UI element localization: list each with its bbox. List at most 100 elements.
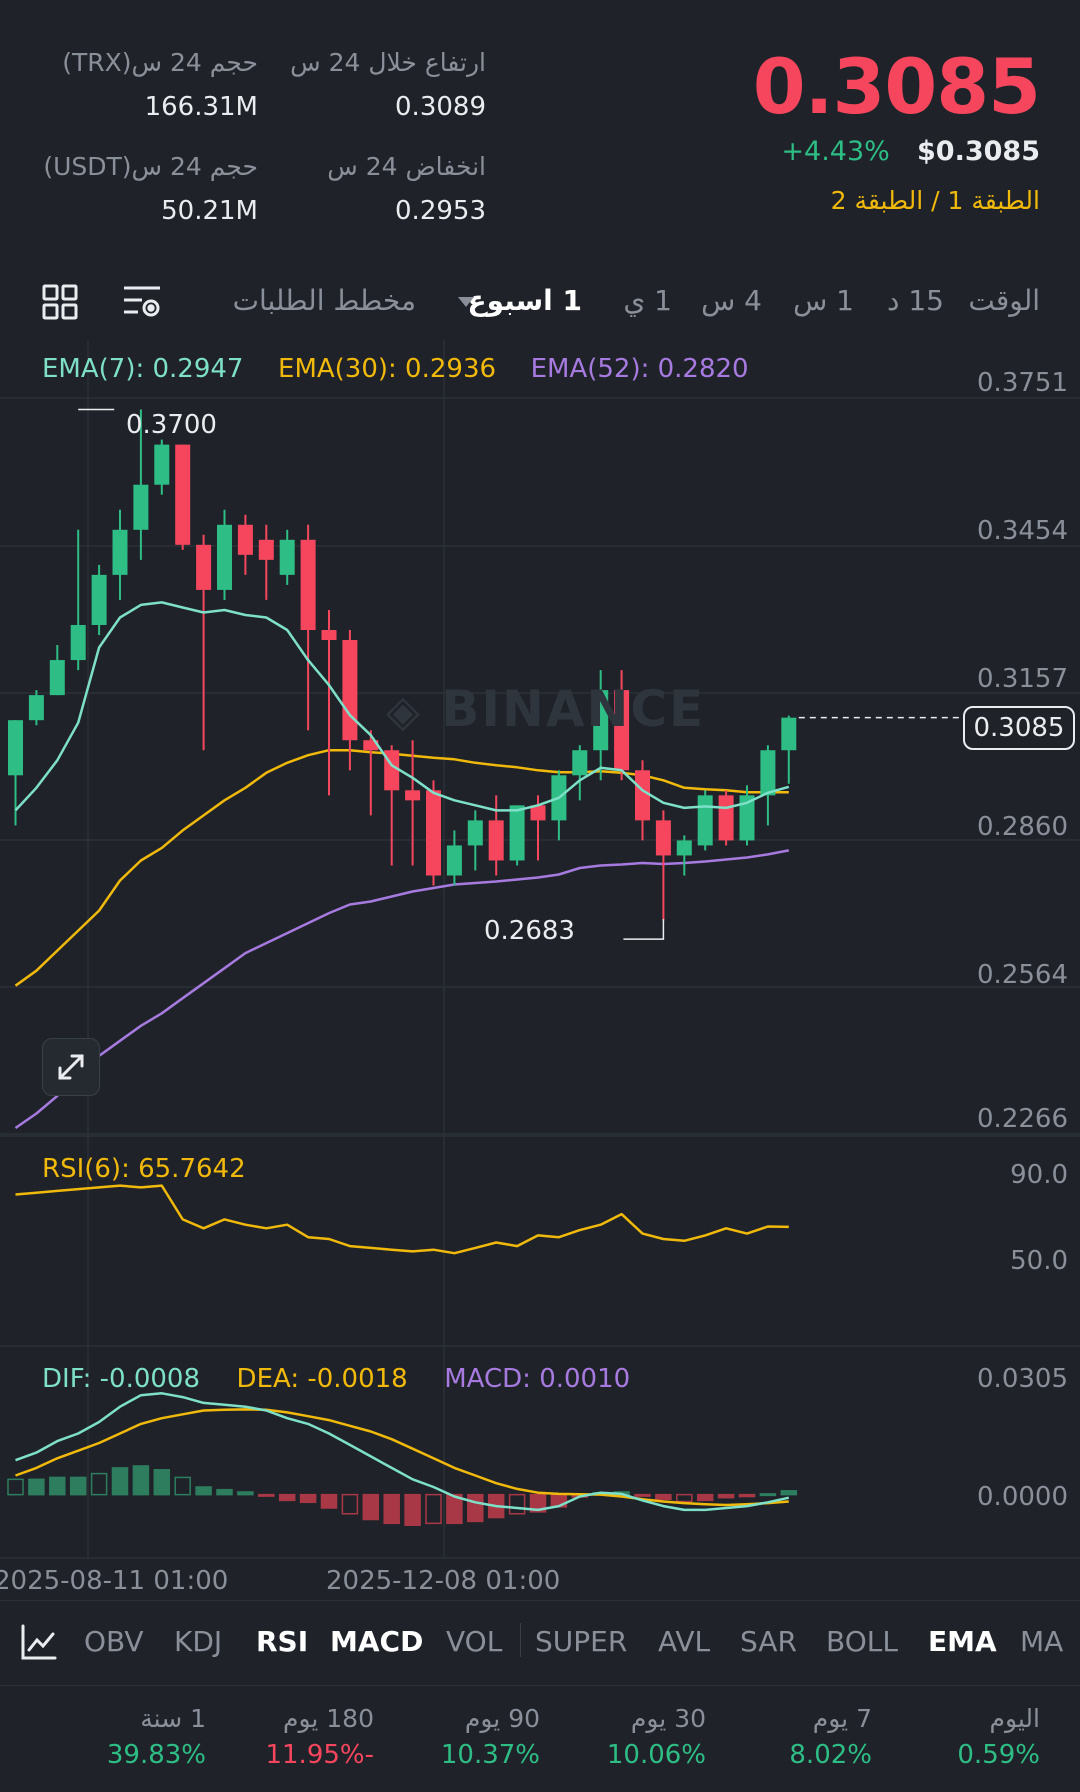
candle-body <box>49 660 65 696</box>
macd-tick-zero: 0.0000 <box>977 1482 1068 1512</box>
indicator-avl[interactable]: AVL <box>658 1625 711 1658</box>
high-24h-label: ارتفاع خلال 24 س <box>290 48 486 77</box>
price-tick-3: 0.3157 <box>977 664 1068 694</box>
tier-tag[interactable]: الطبقة 1 / الطبقة 2 <box>830 186 1040 215</box>
indicator-bar: OBV KDJ RSI MACD VOL SUPER AVL SAR BOLL … <box>0 1600 1080 1686</box>
perf-label-180d: 180 يوم <box>282 1704 374 1733</box>
candle-body <box>321 629 337 641</box>
perf-label-7d: 7 يوم <box>812 1704 872 1733</box>
macd-bar <box>425 1493 442 1525</box>
candle-body <box>572 750 588 776</box>
indicator-obv[interactable]: OBV <box>84 1625 144 1658</box>
indicator-kdj[interactable]: KDJ <box>174 1625 223 1658</box>
candle-body <box>300 539 316 630</box>
price-tick-1: 0.3751 <box>977 368 1068 398</box>
price-tick-4: 0.2860 <box>977 812 1068 842</box>
candle-body <box>237 524 253 555</box>
price-subline: +4.43% $0.3085 <box>781 136 1040 167</box>
candle-body <box>196 544 212 590</box>
time-interval-label[interactable]: الوقت <box>968 284 1040 317</box>
macd-bar <box>320 1493 338 1509</box>
macd-bar <box>362 1493 380 1521</box>
indicator-vol[interactable]: VOL <box>446 1625 503 1658</box>
macd-bar <box>90 1472 108 1496</box>
price-tick-2: 0.3454 <box>977 516 1068 546</box>
indicator-rsi[interactable]: RSI <box>256 1625 309 1658</box>
macd-bar <box>508 1493 526 1515</box>
low-24h-value: 0.2953 <box>395 196 486 226</box>
candle-body <box>655 820 671 856</box>
last-price: 0.3085 <box>752 42 1041 131</box>
high-24h-value: 0.3089 <box>395 92 486 122</box>
macd-value-legend: MACD: 0.0010 <box>444 1364 631 1394</box>
candle-body <box>593 690 609 751</box>
change-percent: +4.43% <box>781 136 890 167</box>
interval-1h[interactable]: 1 س <box>793 284 854 317</box>
candle-body <box>488 820 504 861</box>
candle-body <box>530 805 546 821</box>
macd-bar <box>676 1493 693 1503</box>
macd-bar <box>299 1493 317 1504</box>
dif-line <box>15 1392 790 1512</box>
perf-value-180d: 11.95%- <box>265 1740 374 1770</box>
candle-body <box>8 720 23 776</box>
indicator-sar[interactable]: SAR <box>740 1625 797 1658</box>
macd-bar <box>383 1493 400 1525</box>
chart-settings-icon[interactable] <box>120 282 164 322</box>
interval-4h[interactable]: 4 س <box>701 284 762 317</box>
chevron-down-icon[interactable] <box>456 294 476 313</box>
candle-body <box>739 795 755 841</box>
candle-body <box>279 539 295 575</box>
perf-label-today: اليوم <box>989 1704 1040 1733</box>
high-marker: 0.3700 <box>126 410 217 440</box>
macd-bar <box>258 1493 275 1497</box>
indicator-boll[interactable]: BOLL <box>826 1625 898 1658</box>
macd-bar <box>467 1493 484 1523</box>
expand-chart-icon[interactable] <box>42 1038 100 1096</box>
candle-body <box>175 444 191 545</box>
performance-row: اليوم 0.59% 7 يوم 8.02% 30 يوم 10.06% 90… <box>0 1700 1080 1792</box>
candle-body <box>760 750 776 796</box>
macd-bar <box>717 1493 735 1499</box>
grid-layout-icon[interactable] <box>40 282 80 322</box>
vol-usdt-label: حجم 24 س(USDT) <box>43 152 258 181</box>
macd-bar <box>195 1486 212 1496</box>
perf-value-30d: 10.06% <box>606 1740 706 1770</box>
indicator-chart-icon[interactable] <box>18 1621 60 1663</box>
binance-watermark: ◈ BINANCE <box>386 680 706 738</box>
macd-bar <box>49 1476 66 1496</box>
date-label-1: 2025-08-11 01:00 <box>0 1566 229 1596</box>
candle-body <box>363 740 379 751</box>
candle-body <box>70 624 86 661</box>
price-chart[interactable] <box>0 340 1080 1600</box>
usd-price: $0.3085 <box>917 136 1040 167</box>
interval-15m[interactable]: 15 د <box>886 284 944 317</box>
last-price-tag: 0.3085 <box>963 706 1075 750</box>
macd-bar <box>696 1493 714 1502</box>
macd-bar <box>69 1476 87 1496</box>
rsi-tick-50: 50.0 <box>1010 1246 1068 1276</box>
interval-1w[interactable]: 1 اسبوع <box>467 284 582 317</box>
candle-body <box>446 845 462 876</box>
macd-bar <box>7 1478 24 1496</box>
candle-body <box>91 574 107 625</box>
rsi-tick-90: 90.0 <box>1010 1160 1068 1190</box>
indicator-super[interactable]: SUPER <box>535 1625 628 1658</box>
indicator-ma[interactable]: MA <box>1020 1625 1064 1658</box>
low-24h-label: انخفاض 24 س <box>327 152 486 181</box>
indicator-macd[interactable]: MACD <box>330 1625 424 1658</box>
low-marker-line <box>623 919 665 940</box>
candle-body <box>112 529 128 575</box>
candle-body <box>258 539 274 560</box>
depth-chart-tab[interactable]: مخطط الطلبات <box>232 284 416 317</box>
indicator-ema[interactable]: EMA <box>928 1625 997 1658</box>
macd-bar <box>780 1490 798 1496</box>
interval-1d[interactable]: 1 ي <box>623 284 672 317</box>
chart-legend: EMA(7): 0.2947 EMA(30): 0.2936 EMA(52): … <box>42 354 749 384</box>
macd-bar <box>341 1493 359 1515</box>
macd-bar <box>28 1478 45 1496</box>
vol-usdt-value: 50.21M <box>161 196 258 226</box>
indicator-divider <box>520 1623 521 1657</box>
macd-bar <box>655 1493 672 1500</box>
perf-label-90d: 90 يوم <box>464 1704 540 1733</box>
